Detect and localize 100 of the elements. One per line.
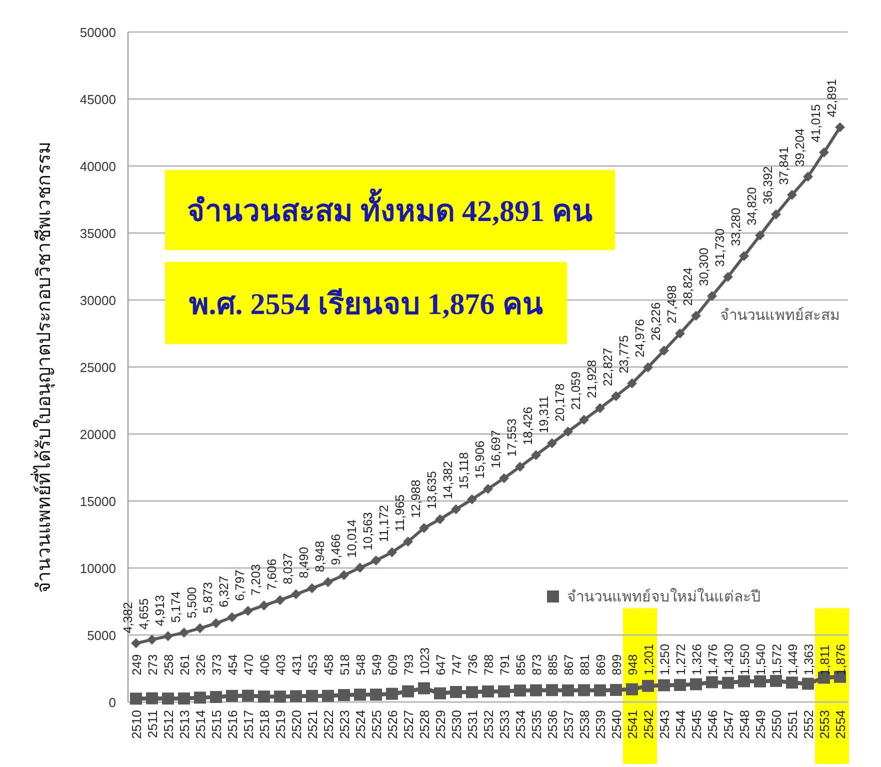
point	[579, 414, 589, 425]
point	[659, 346, 669, 356]
data-label: 273	[146, 654, 160, 676]
x-tick-label: 2518	[257, 710, 272, 739]
x-tick-label: 2524	[353, 710, 368, 739]
point	[242, 690, 254, 702]
data-label: 1,201	[642, 644, 656, 676]
data-label: 15,906	[473, 440, 487, 479]
x-tick-label: 2535	[529, 710, 544, 739]
data-label: 899	[610, 654, 624, 676]
x-tick-label: 2542	[641, 710, 656, 739]
point	[387, 547, 397, 558]
point	[403, 536, 413, 547]
y-tick-label: 40000	[80, 159, 116, 174]
data-label: 1,476	[706, 644, 720, 676]
data-label: 454	[226, 654, 240, 676]
annotation: พ.ศ. 2554 เรียนจบ 1,876 คน	[188, 288, 544, 321]
data-label: 13,635	[425, 471, 439, 510]
x-tick-label: 2527	[401, 710, 416, 739]
y-tick-label: 45000	[80, 92, 116, 107]
x-tick-label: 2531	[465, 710, 480, 739]
data-label: 6,797	[233, 570, 247, 601]
y-tick-label: 5000	[87, 628, 116, 643]
point	[419, 522, 429, 533]
y-tick-label: 35000	[80, 226, 116, 241]
point	[707, 290, 717, 301]
y-axis-title: จำนวนแพทย์ที่ได้รับใบอนุญาตประกอบวิชาชีพเวชกรรม	[30, 141, 56, 593]
data-label: 326	[194, 654, 208, 676]
data-label: 39,204	[793, 128, 807, 167]
data-label: 18,426	[521, 406, 535, 446]
x-tick-label: 2533	[497, 710, 512, 739]
data-label: 1,572	[770, 644, 784, 676]
data-label: 23,775	[617, 335, 631, 374]
x-tick-label: 2521	[305, 710, 320, 739]
point	[418, 682, 430, 694]
x-tick-label: 2517	[241, 710, 256, 739]
point	[514, 684, 526, 697]
x-tick-label: 2530	[449, 710, 464, 739]
point	[434, 687, 446, 700]
data-label: 548	[354, 654, 368, 676]
x-tick-label: 2512	[161, 710, 176, 739]
data-label: 793	[402, 654, 416, 676]
data-label: 5,174	[169, 591, 183, 623]
x-tick-label: 2551	[785, 710, 800, 739]
data-label: 1,811	[818, 644, 832, 676]
data-label: 647	[434, 654, 448, 676]
x-tick-label: 2516	[225, 710, 240, 739]
data-label: 28,824	[681, 267, 695, 306]
y-tick-label: 25000	[80, 360, 116, 375]
data-label: 10,563	[361, 512, 375, 550]
data-label: 403	[274, 654, 288, 676]
point	[450, 686, 462, 698]
data-label: 261	[178, 654, 192, 676]
data-label: 24,976	[633, 319, 647, 358]
point	[467, 494, 477, 504]
x-tick-label: 2553	[817, 710, 832, 739]
data-label: 458	[322, 654, 336, 676]
x-tick-label: 2540	[609, 710, 624, 739]
point	[354, 688, 366, 701]
point	[451, 504, 461, 514]
x-tick-label: 2511	[145, 710, 160, 738]
data-label: 1,540	[754, 644, 768, 676]
point	[291, 589, 301, 600]
point	[195, 623, 205, 634]
data-label: 885	[546, 654, 560, 676]
point	[530, 684, 542, 696]
x-tick-label: 2538	[577, 710, 592, 739]
point	[626, 683, 638, 696]
data-label: 21,059	[569, 372, 583, 410]
x-tick-label: 2513	[177, 710, 192, 739]
point	[643, 362, 653, 372]
data-label: 22,827	[601, 348, 615, 386]
data-label: 8,948	[313, 540, 327, 572]
point	[211, 618, 221, 628]
data-label: 788	[482, 654, 496, 676]
y-tick-label: 10000	[80, 561, 116, 576]
point	[482, 685, 494, 698]
point	[402, 685, 414, 698]
x-tick-label: 2522	[321, 710, 336, 739]
x-tick-label: 2548	[737, 710, 752, 739]
data-label: 41,015	[809, 104, 823, 142]
point	[819, 147, 829, 158]
x-tick-label: 2529	[433, 710, 448, 739]
data-label: 10,014	[345, 520, 359, 558]
point	[306, 690, 318, 702]
data-label: 27,498	[665, 285, 679, 324]
x-tick-label: 2510	[129, 710, 144, 739]
point	[483, 484, 493, 494]
point	[690, 678, 702, 690]
data-label: 12,988	[409, 480, 423, 518]
data-label: 7,606	[265, 558, 279, 590]
annotation: พ.ศ. 2554 เรียนจบ 1,876 คน	[165, 262, 567, 344]
point	[706, 676, 718, 688]
data-label: 453	[306, 654, 320, 676]
x-tick-label: 2526	[385, 710, 400, 739]
data-label: 33,280	[729, 208, 743, 246]
data-label: 11,172	[377, 504, 391, 542]
x-tick-label: 2532	[481, 710, 496, 739]
point	[178, 692, 190, 705]
point	[803, 172, 813, 182]
